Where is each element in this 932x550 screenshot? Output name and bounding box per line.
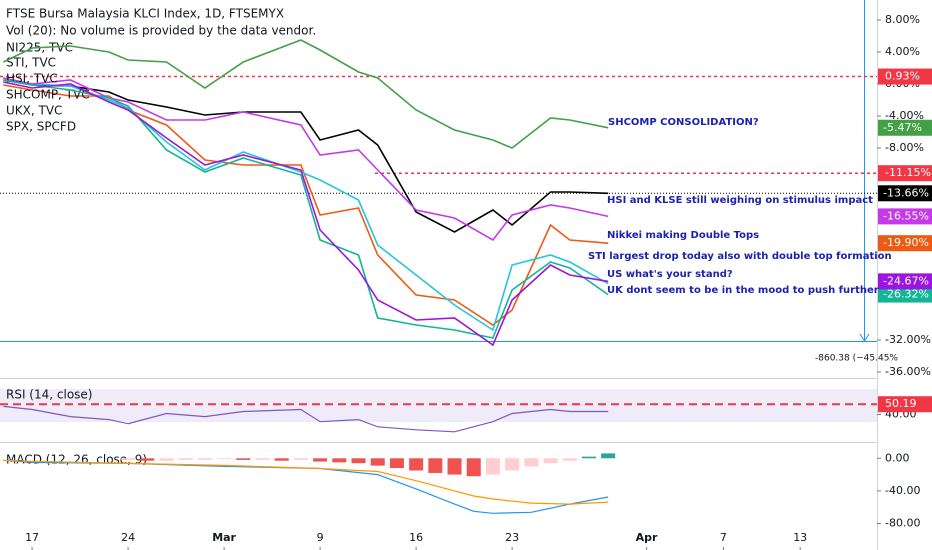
histogram-bar — [293, 458, 308, 460]
measure-label: -860.38 (−45.45% — [815, 354, 898, 364]
histogram-bar — [332, 458, 347, 463]
histogram-bar — [524, 458, 539, 467]
legend-entry: SPX, SPCFD — [6, 120, 76, 134]
series-line — [3, 81, 609, 347]
histogram-bar — [601, 453, 616, 459]
series-line — [3, 79, 609, 339]
price-label-box — [878, 273, 932, 290]
y-tick-label: 8.00% — [885, 13, 920, 26]
price-label-box — [878, 286, 932, 303]
price-label-box — [878, 185, 932, 202]
annotation: UK dont seem to be in the mood to push f… — [607, 285, 879, 296]
series-line — [3, 77, 609, 332]
histogram-bar — [581, 456, 596, 459]
histogram-bar — [197, 458, 212, 460]
histogram-bar — [313, 458, 328, 462]
histogram-bar — [543, 458, 558, 464]
histogram-bar — [351, 458, 366, 464]
legend-entry: UKX, TVC — [6, 104, 62, 118]
histogram-bar — [447, 458, 462, 475]
histogram-bar — [140, 458, 155, 461]
histogram-bar — [121, 458, 136, 460]
histogram-bar — [274, 458, 289, 461]
price-label-box — [878, 119, 932, 136]
price-label: -11.15% — [885, 166, 931, 179]
price-label: -24.67% — [883, 274, 929, 287]
histogram-bar — [466, 458, 481, 477]
x-tick-label: 13 — [793, 531, 807, 544]
histogram-bar — [562, 458, 577, 461]
histogram-bar — [178, 458, 193, 460]
series-line — [3, 405, 609, 433]
y-tick-label: -80.00 — [885, 517, 920, 530]
series-line — [3, 79, 609, 233]
histogram-bar — [217, 458, 232, 460]
histogram-bar — [409, 458, 424, 471]
series-line — [2, 39, 609, 149]
y-tick-label: -8.00% — [885, 141, 924, 154]
price-label-box — [878, 208, 932, 225]
annotation: HSI and KLSE still weighing on stimulus … — [607, 195, 873, 206]
histogram-bar — [389, 458, 404, 469]
price-label: -19.90% — [883, 236, 929, 249]
annotation: SHCOMP CONSOLIDATION? — [608, 117, 759, 128]
histogram-bar — [485, 458, 500, 475]
annotation: Nikkei making Double Tops — [607, 230, 759, 241]
histogram-bar — [236, 458, 251, 460]
y-tick-label: -40.00 — [885, 484, 920, 497]
y-tick-label: 4.00% — [885, 45, 920, 58]
x-tick-label: 16 — [409, 531, 423, 544]
panel-title: RSI (14, close) — [6, 388, 92, 402]
price-label-box — [878, 396, 932, 413]
series-line — [3, 84, 609, 326]
x-tick-label: Mar — [212, 531, 236, 544]
price-label-box — [878, 165, 932, 182]
legend-entry: STI, TVC — [6, 56, 56, 70]
x-tick-label: 7 — [720, 531, 727, 544]
x-tick-label: 23 — [505, 531, 519, 544]
y-tick-label: 0.00 — [885, 451, 910, 464]
series-line — [3, 459, 609, 505]
legend-entry: SHCOMP, TVC — [6, 88, 90, 102]
price-label: -16.55% — [883, 209, 929, 222]
measure-arrow — [859, 333, 870, 342]
subtitle: Vol (20): No volume is provided by the d… — [6, 24, 316, 38]
x-tick-label: Apr — [636, 531, 658, 544]
x-tick-label: 24 — [121, 531, 135, 544]
chart-title: FTSE Bursa Malaysia KLCI Index, 1D, FTSE… — [6, 7, 284, 21]
histogram-bar — [370, 458, 385, 466]
annotation: STI largest drop today also with double … — [588, 251, 892, 262]
price-label: 50.19 — [885, 397, 917, 410]
y-tick-label: -32.00% — [885, 333, 931, 346]
price-label-box — [878, 235, 932, 252]
x-tick-label: 9 — [317, 531, 324, 544]
series-line — [3, 77, 609, 242]
price-label: -5.47% — [883, 121, 922, 134]
histogram-bar — [255, 458, 270, 460]
histogram-bar — [159, 458, 174, 461]
annotation: US what's your stand? — [607, 269, 733, 280]
price-label: -13.66% — [883, 186, 929, 199]
rsi-band — [0, 389, 877, 422]
histogram-bar — [428, 458, 443, 473]
histogram-bar — [505, 458, 520, 471]
y-tick-label: -4.00% — [885, 109, 924, 122]
price-label: -26.32% — [883, 288, 929, 301]
price-label: 0.93% — [885, 70, 920, 83]
y-tick-label: -36.00% — [885, 365, 931, 378]
x-tick-label: 17 — [25, 531, 39, 544]
price-label-box — [878, 68, 932, 85]
